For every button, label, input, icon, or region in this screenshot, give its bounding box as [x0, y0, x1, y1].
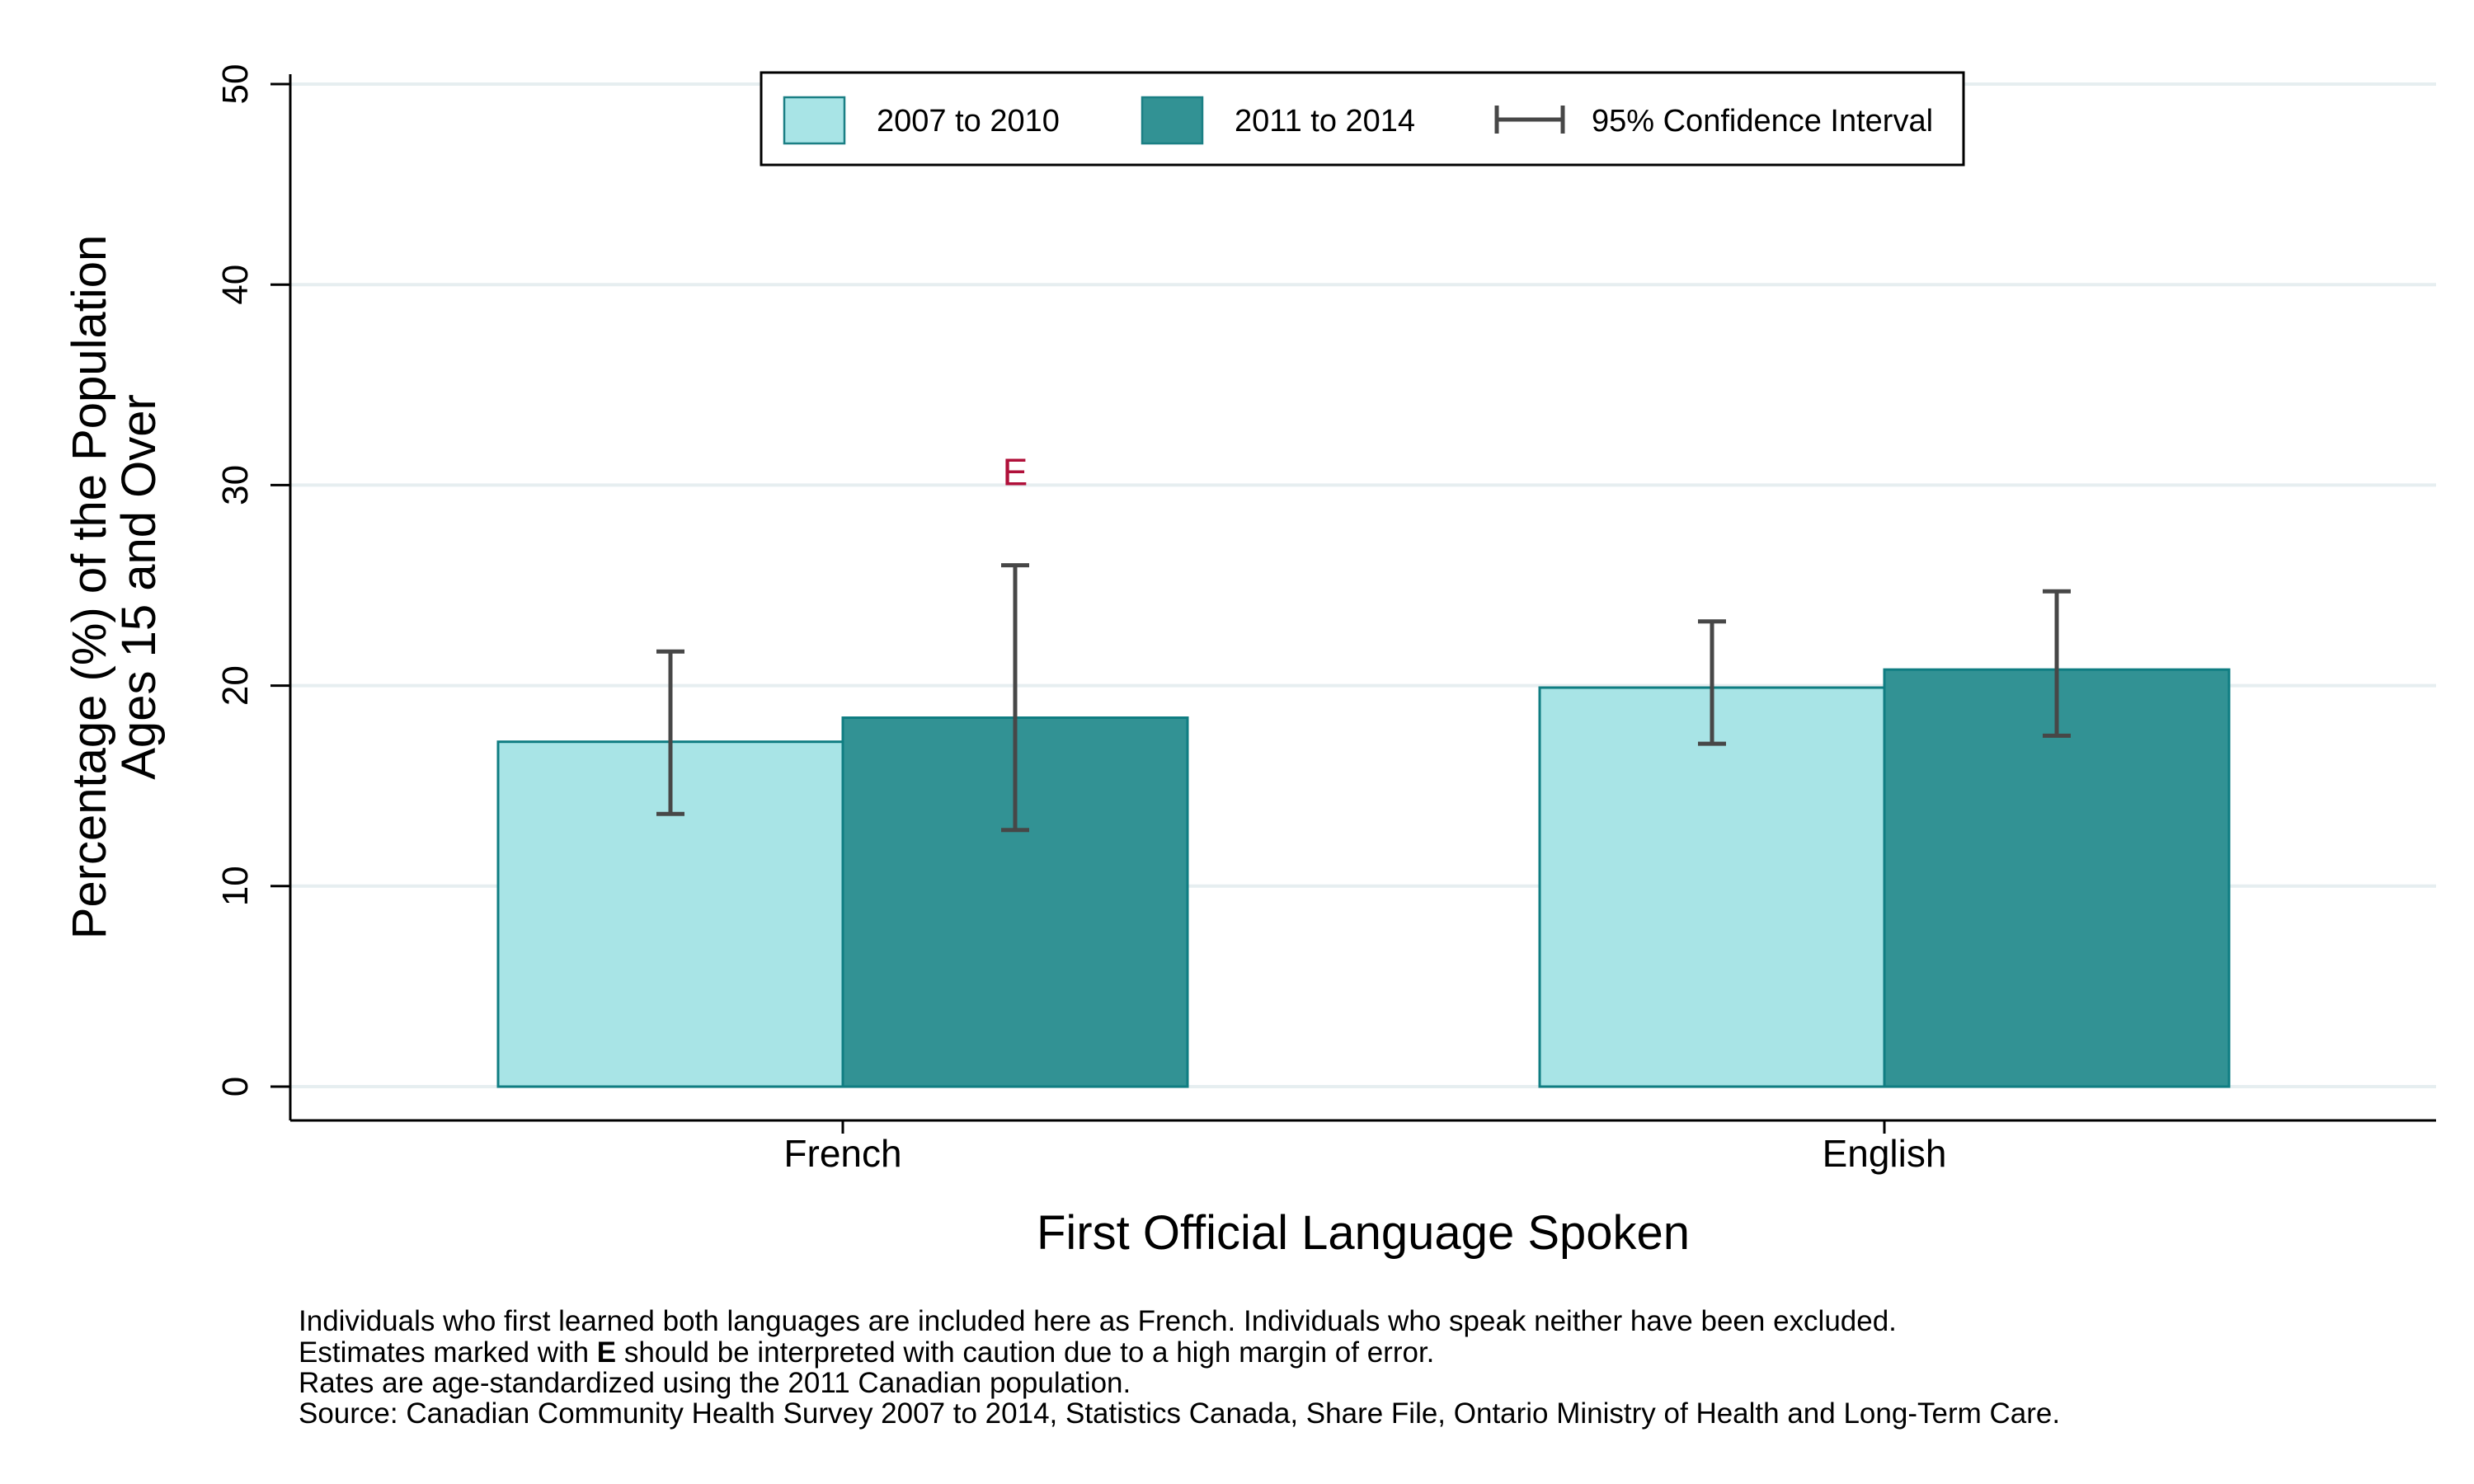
- ci-english-2007-to-2010: [1698, 619, 1726, 746]
- bar-english-2011-to-2014: [1883, 668, 2231, 1088]
- ci-french-2007-to-2010: [656, 649, 684, 816]
- legend-swatch-2007-2010: [783, 96, 846, 145]
- footnote-3: Rates are age-standardized using the 201…: [299, 1367, 1131, 1399]
- bars: [496, 668, 2231, 1088]
- legend-label-2011-2014: 2011 to 2014: [1235, 104, 1415, 139]
- footnote-4: Source: Canadian Community Health Survey…: [299, 1397, 2060, 1430]
- x-category-labels: French English: [783, 1120, 1946, 1175]
- y-axis-title-line-1: Percentage (%) of the Population: [63, 235, 116, 939]
- axes: [289, 74, 2436, 1122]
- y-tick-label-50: 50: [215, 64, 256, 105]
- bar-english-2007-to-2010: [1538, 686, 1886, 1088]
- y-tick-label-40: 40: [215, 265, 256, 305]
- annotations: E: [1003, 451, 1028, 494]
- legend-swatch-2011-2014: [1141, 96, 1204, 145]
- footnote-1: Individuals who first learned both langu…: [299, 1305, 1897, 1337]
- y-ticks: 0 10 20 30 40 50: [215, 64, 290, 1097]
- legend-label-ci: 95% Confidence Interval: [1592, 104, 1933, 139]
- ci-english-2011-to-2014: [2043, 589, 2071, 738]
- legend-box: [760, 71, 1965, 167]
- ci-french-2011-to-2014: [1001, 563, 1029, 833]
- y-tick-label-10: 10: [215, 866, 256, 906]
- y-tick-label-0: 0: [215, 1077, 256, 1097]
- legend: 2007 to 2010 2011 to 2014 95% Confidence…: [760, 71, 1965, 167]
- legend-ci-icon: [1494, 106, 1565, 134]
- x-category-label-french: French: [783, 1132, 901, 1175]
- legend-label-2007-2010: 2007 to 2010: [877, 104, 1060, 139]
- confidence-intervals: [656, 563, 2071, 833]
- y-axis-title-line-2: Ages 15 and Over: [112, 394, 166, 780]
- x-category-label-english: English: [1823, 1132, 1947, 1175]
- footnote-2: Estimates marked with E should be interp…: [299, 1336, 1434, 1369]
- x-axis-title: First Official Language Spoken: [1037, 1206, 1690, 1260]
- y-tick-label-20: 20: [215, 665, 256, 706]
- annotation-e-marker: E: [1003, 451, 1028, 494]
- y-tick-label-30: 30: [215, 465, 256, 505]
- footnotes: Individuals who first learned both langu…: [299, 1305, 2060, 1430]
